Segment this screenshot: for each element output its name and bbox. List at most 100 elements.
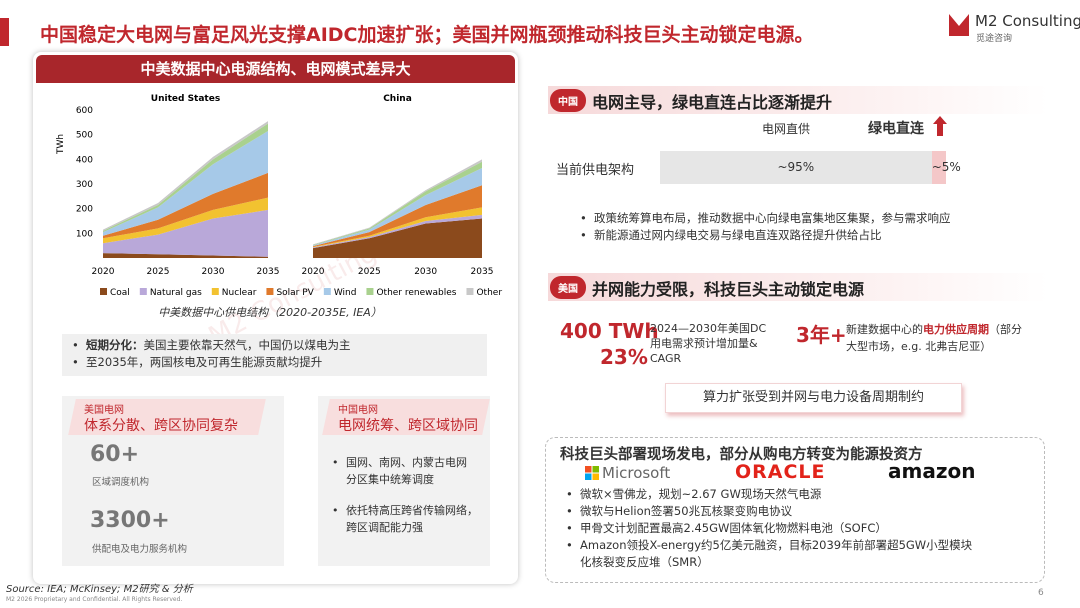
x-tick-label: 2035 (257, 267, 280, 277)
legend-label: Wind (334, 288, 357, 298)
summary-bullet: 短期分化：美国主要依靠天然气，中国仍以煤电为主 (72, 337, 351, 354)
area (313, 185, 482, 247)
section-title: 电网主导，绿电直连占比逐渐提升 (592, 93, 833, 112)
legend-label: Solar PV (276, 288, 314, 298)
area (313, 214, 482, 249)
logo-oracle: ORACLE (735, 461, 826, 483)
share-segment: ~95% (660, 151, 932, 184)
area (313, 207, 482, 248)
logo-icon (949, 14, 969, 36)
stat-desc: 新建数据中心的电力供应周期（部分 大型市场，e.g. 北弗吉尼亚） (846, 321, 1022, 355)
stat: 400 TWh (560, 319, 659, 343)
share-bar: ~95% ~5% (660, 151, 961, 184)
legend-label: Nuclear (222, 288, 257, 298)
card-bullet: 国网、南网、内蒙古电网 分区集中统筹调度 (332, 454, 467, 488)
legend-swatch (466, 288, 474, 295)
section-bullet: 新能源通过网内绿电交易与绿电直连双路径提升供给占比 (580, 227, 881, 244)
tech-bullet: Amazon领投X-energy约5亿美元融资，目标2039年前部署超5GW小型… (566, 537, 972, 571)
tech-title: 科技巨头部署现场发电，部分从购电方转变为能源投资方 (560, 447, 923, 463)
x-tick-label: 2025 (358, 267, 381, 277)
bullet-text: 至2035年，两国核电及可再生能源贡献均提升 (86, 355, 323, 369)
y-tick-label: 500 (76, 131, 93, 141)
tech-bullet: 甲骨文计划配置最高2.45GW固体氧化物燃料电池（SOFC） (566, 520, 887, 537)
legend-swatch (211, 288, 219, 295)
y-tick-label: 600 (76, 106, 93, 116)
card-title: 体系分散、跨区协同复杂 (84, 418, 238, 434)
logo-text: M2 Consulting (975, 12, 1080, 30)
stat-value: 60+ (90, 442, 140, 467)
x-tick-label: 2025 (147, 267, 170, 277)
tech-bullet: 微软与Helion签署50兆瓦核聚变购电协议 (566, 503, 792, 520)
legend-label: Coal (110, 288, 130, 298)
legend-label: Other (476, 288, 502, 298)
logo-sub: 觅途咨询 (976, 34, 1013, 44)
y-tick-label: 400 (76, 155, 93, 165)
legend-swatch (266, 288, 274, 295)
stat-label: 供配电及电力服务机构 (92, 544, 188, 555)
x-tick-label: 2035 (471, 267, 494, 277)
card-title: 电网统筹、跨区域协同 (338, 418, 478, 434)
column-label: 电网直供 (762, 122, 811, 136)
section-tag: 中国 (550, 89, 586, 112)
source: Source: IEA; McKinsey; M2研究 & 分析 (6, 584, 193, 595)
chart-caption: 中美数据中心供电结构（2020-2035E, IEA） (158, 306, 382, 319)
legend-swatch (323, 288, 331, 295)
row-label: 当前供电架构 (556, 163, 635, 178)
area (103, 197, 268, 244)
legend-label: Other renewables (376, 288, 456, 298)
y-tick-label: 200 (76, 205, 93, 215)
bullet-bold: 短期分化： (86, 338, 144, 352)
stat: 3年+ (796, 323, 847, 347)
area (103, 172, 268, 239)
section-title: 并网能力受限，科技巨头主动锁定电源 (592, 280, 865, 299)
section-bullet: 政策统筹算电布局，推动数据中心向绿电富集地区集聚，参与需求响应 (580, 210, 950, 227)
column-label: 绿电直连 (868, 121, 924, 137)
legend-swatch (139, 288, 147, 295)
y-tick-label: 300 (76, 180, 93, 190)
page-number: 6 (1038, 588, 1044, 598)
bullet-text: 美国主要依靠天然气，中国仍以煤电为主 (143, 338, 351, 352)
tech-bullet: 微软×雪佛龙，规划~2.67 GW现场天然气电源 (566, 486, 821, 503)
x-tick-label: 2030 (414, 267, 437, 277)
legend-swatch (100, 288, 107, 295)
stat-value: 3300+ (90, 508, 170, 533)
legend-swatch (366, 288, 374, 295)
card-tag: 美国电网 (84, 405, 124, 416)
area (103, 123, 268, 233)
tech-box (545, 437, 1045, 583)
section-band (548, 273, 1048, 301)
desc-text: 新建数据中心的 (846, 323, 923, 336)
chart-title: United States (151, 94, 220, 104)
section-tag: 美国 (550, 276, 586, 299)
panel-title: 中美数据中心电源结构、电网模式差异大 (36, 55, 515, 83)
accent-bar (0, 18, 9, 46)
y-axis-label: TWh (56, 134, 66, 155)
card-bullet: 依托特高压跨省传输网络， 跨区调配能力强 (332, 502, 478, 536)
desc-highlight: 电力供应周期 (923, 323, 989, 336)
share-segment: ~5% (931, 151, 961, 184)
logo-amazon: amazon (888, 459, 976, 483)
callout: 算力扩张受到并网与电力设备周期制约 (665, 383, 962, 413)
area (103, 121, 268, 231)
chart: United States TWh 100 200 300 400 500 600 2020 20… (56, 94, 502, 298)
area (103, 253, 268, 258)
area (313, 218, 482, 258)
legend-label: Natural gas (150, 288, 202, 298)
y-tick-label: 100 (76, 229, 93, 239)
stat-label: 区域调度机构 (92, 477, 150, 488)
x-tick-label: 2020 (302, 267, 325, 277)
summary-bullet: 至2035年，两国核电及可再生能源贡献均提升 (72, 354, 323, 371)
area (103, 209, 268, 257)
x-tick-label: 2020 (92, 267, 115, 277)
card-tag: 中国电网 (338, 405, 378, 416)
section-band (548, 86, 1048, 114)
copyright: M2 2026 Proprietary and Confidential. Al… (6, 596, 183, 603)
desc-text: （部分 大型市场，e.g. 北弗吉尼亚） (846, 323, 1022, 353)
up-arrow (933, 116, 947, 136)
slide-title: 中国稳定大电网与富足风光支撑AIDC加速扩张；美国并网瓶颈推动科技巨头主动锁定电… (40, 24, 814, 46)
area (103, 130, 268, 236)
chart-title: China (383, 94, 412, 104)
stat-desc: 2024—2030年美国DC 用电需求预计增加量& CAGR (650, 322, 767, 365)
